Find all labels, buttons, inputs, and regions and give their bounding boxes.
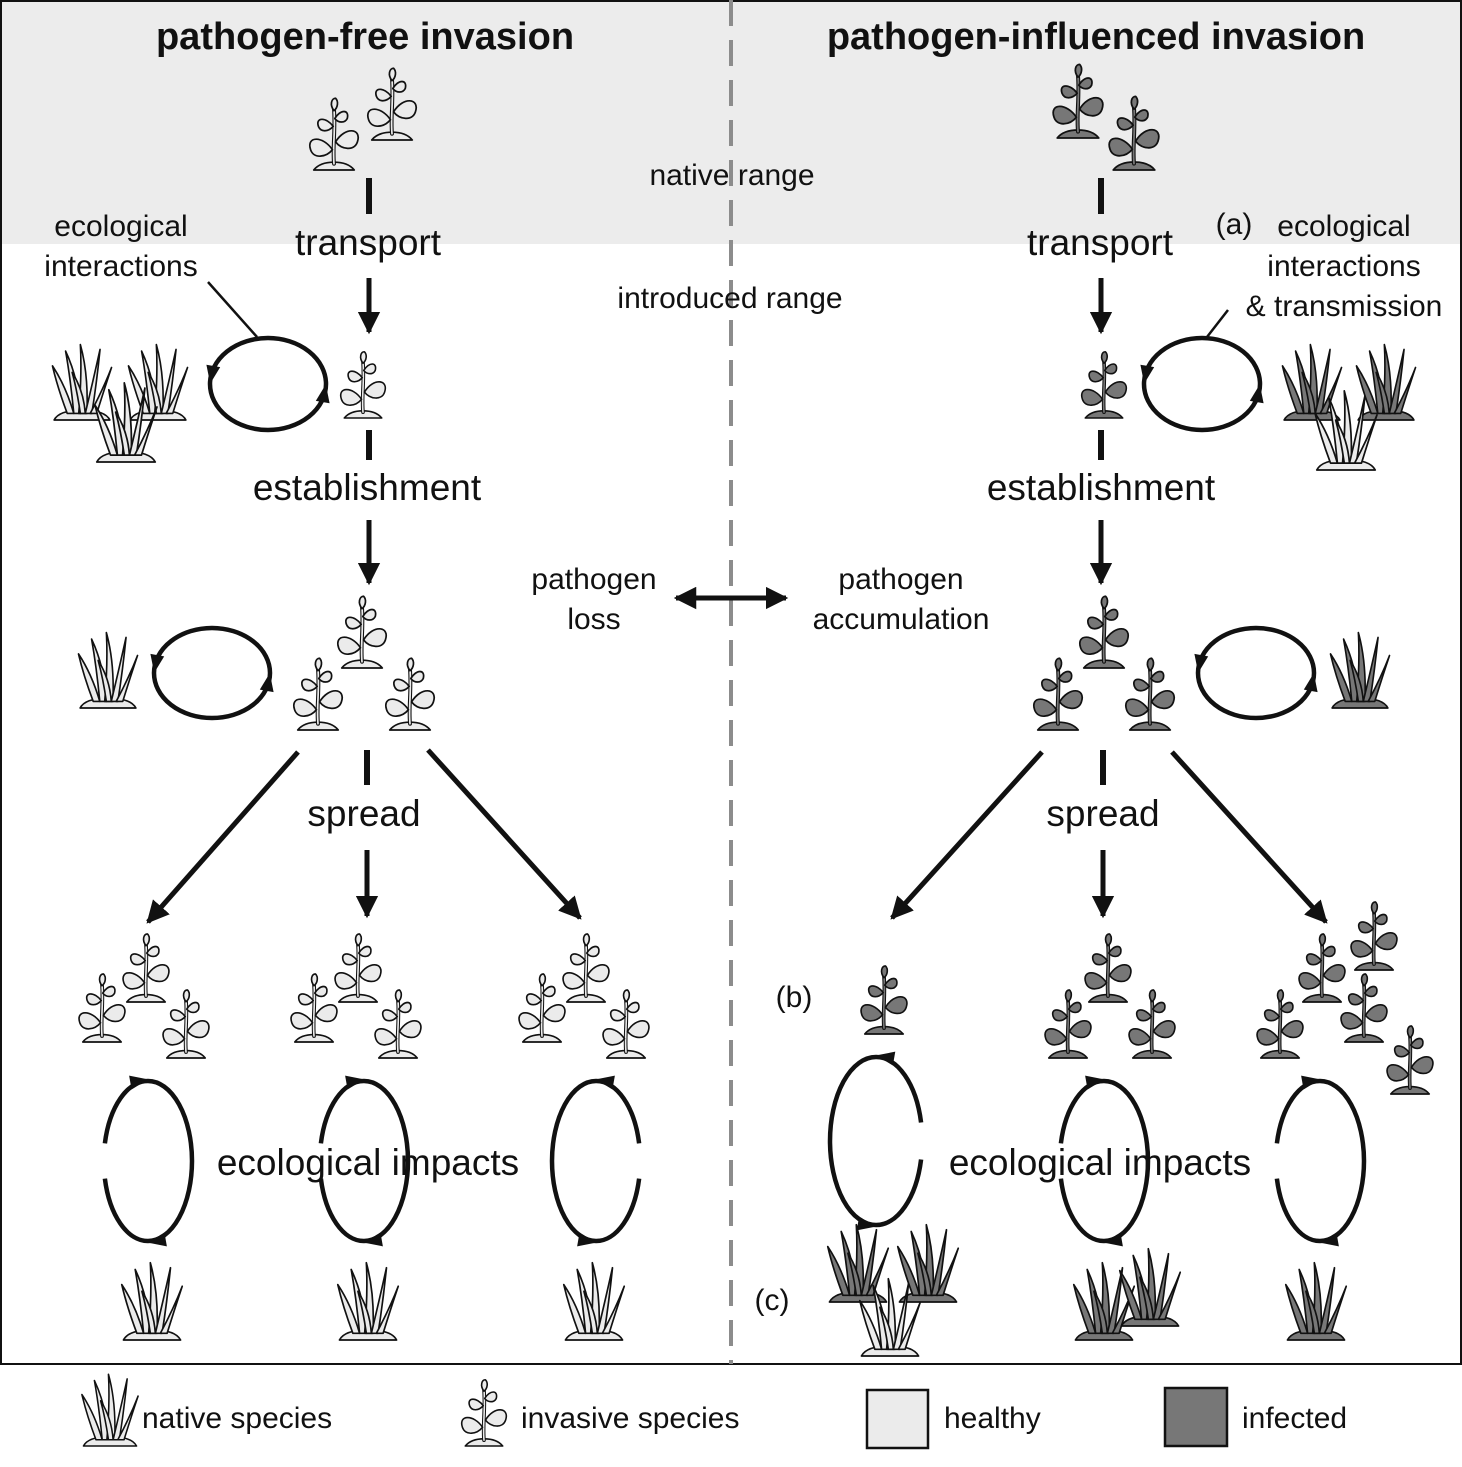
left-spread-group-2-plant-1 <box>334 933 382 1003</box>
right-impact-loop-2 <box>1058 1075 1151 1247</box>
left-impact-native-grass-2 <box>336 1261 400 1341</box>
right-impacts-label: ecological impacts <box>948 1142 1252 1183</box>
right-spread-group-2-plant-2 <box>1044 989 1092 1059</box>
right-transport-label: transport <box>1026 222 1174 263</box>
left-transport-interaction-cycle <box>206 335 330 433</box>
left-transport-label: transport <box>294 222 442 263</box>
left-interactions-pointer <box>207 281 258 338</box>
left-transport-native-grass-1 <box>51 343 113 421</box>
left-interactions-line2: interactions <box>44 250 198 283</box>
right-impact-native-grass-3 <box>858 1277 922 1357</box>
left-transport-plant <box>339 350 387 419</box>
right-interactions-line1: ecological <box>1277 210 1411 243</box>
left-spread-group-2-plant-2 <box>290 973 338 1043</box>
left-transport-native-grass-2 <box>127 343 189 421</box>
left-spread-group-3-plant-3 <box>602 989 650 1059</box>
right-transport-plant <box>1080 350 1128 419</box>
right-establish-plant-1 <box>1078 595 1130 669</box>
right-impact-loop-3 <box>1274 1075 1367 1247</box>
tag-c: (c) <box>754 1284 790 1317</box>
right-spread-group-1-plant-1 <box>860 965 908 1035</box>
right-interactions-line2: interactions <box>1267 250 1421 283</box>
right-interactions-line3: & transmission <box>1245 290 1443 323</box>
right-establishment-label: establishment <box>986 467 1216 508</box>
right-spread-group-2-plant-1 <box>1084 933 1132 1003</box>
right-spread-group-3-plant-4 <box>1340 973 1388 1043</box>
legend-healthy-label: healthy <box>944 1402 1041 1435</box>
left-impacts-label: ecological impacts <box>216 1142 520 1183</box>
pathogen-accumulation-line2: accumulation <box>812 603 990 636</box>
left-establish-plant-1 <box>336 595 388 669</box>
introduced-range-label: introduced range <box>617 282 843 315</box>
right-interactions-tag: (a) <box>1215 208 1253 241</box>
left-establishment-label: establishment <box>252 467 482 508</box>
right-native-invasive-plant-1 <box>1052 63 1104 139</box>
pathogen-accumulation-line1: pathogen <box>838 563 964 596</box>
legend-invasive-label: invasive species <box>521 1402 740 1435</box>
right-impact-native-grass-6 <box>1284 1261 1348 1341</box>
right-spread-arrow-left <box>890 750 1044 920</box>
right-transport-native-grass-3 <box>1314 390 1378 471</box>
right-impact-native-grass-2 <box>896 1223 960 1303</box>
right-spread-group-2-plant-3 <box>1128 989 1176 1059</box>
right-spread-group-3-plant-5 <box>1386 1025 1434 1095</box>
right-establish-plant-2 <box>1032 657 1084 731</box>
legend-healthy-swatch <box>865 1388 930 1450</box>
right-spread-group-3-plant-1 <box>1298 933 1346 1003</box>
right-spread-group-3-plant-3 <box>1256 989 1304 1059</box>
right-transport-native-grass-1 <box>1281 343 1343 421</box>
right-impact-native-grass-4 <box>1072 1261 1136 1341</box>
right-establish-interaction-cycle <box>1194 625 1318 721</box>
left-spread-label: spread <box>307 793 421 834</box>
left-spread-group-1-plant-3 <box>162 989 210 1059</box>
left-impact-loop-1 <box>102 1075 195 1247</box>
legend-native-grass-icon <box>81 1373 139 1447</box>
left-establish-native-grass <box>77 631 139 709</box>
left-impact-loop-2 <box>318 1075 411 1247</box>
left-native-invasive-plant-1 <box>308 97 360 171</box>
tag-b: (b) <box>775 981 813 1014</box>
left-impact-loop-3 <box>549 1075 642 1247</box>
legend-invasive-plant-icon <box>460 1378 508 1447</box>
right-transport-interaction-cycle <box>1140 335 1264 433</box>
legend-native-label: native species <box>142 1402 333 1435</box>
left-native-invasive-plant-2 <box>366 67 418 141</box>
left-spread-group-1-plant-2 <box>78 973 126 1043</box>
right-impact-loop-1 <box>827 1051 924 1231</box>
right-spread-label: spread <box>1046 793 1160 834</box>
left-spread-group-2-plant-3 <box>374 989 422 1059</box>
right-interactions-pointer <box>1206 309 1229 338</box>
title-pathogen-influenced: pathogen-influenced invasion <box>826 16 1366 58</box>
left-impact-native-grass-1 <box>120 1261 184 1341</box>
native-range-label: native range <box>649 159 815 192</box>
left-spread-arrow-right <box>426 748 582 920</box>
pathogen-loss-line1: pathogen <box>531 563 657 596</box>
right-native-invasive-plant-2 <box>1108 95 1160 171</box>
left-establish-plant-3 <box>384 657 436 731</box>
title-pathogen-free: pathogen-free invasion <box>155 16 575 58</box>
left-interactions-line1: ecological <box>54 210 188 243</box>
right-transport-native-grass-2 <box>1355 343 1417 421</box>
left-spread-group-3-plant-2 <box>518 973 566 1043</box>
right-impact-native-grass-5 <box>1118 1247 1182 1327</box>
pathogen-loss-line2: loss <box>567 603 621 636</box>
legend-infected-label: infected <box>1242 1402 1348 1435</box>
left-establish-interaction-cycle <box>150 625 274 721</box>
left-spread-group-3-plant-1 <box>562 933 610 1003</box>
left-impact-native-grass-3 <box>562 1261 626 1341</box>
left-spread-arrow-left <box>146 750 300 924</box>
right-impact-native-grass-1 <box>826 1223 890 1303</box>
right-establish-plant-3 <box>1124 657 1176 731</box>
legend-infected-swatch <box>1163 1386 1229 1448</box>
right-spread-group-3-plant-2 <box>1350 901 1398 971</box>
left-transport-native-grass-3 <box>94 382 158 463</box>
right-spread-arrow-right <box>1170 750 1328 924</box>
right-establish-native-grass <box>1329 631 1391 709</box>
left-establish-plant-2 <box>292 657 344 731</box>
left-spread-group-1-plant-1 <box>122 933 170 1003</box>
